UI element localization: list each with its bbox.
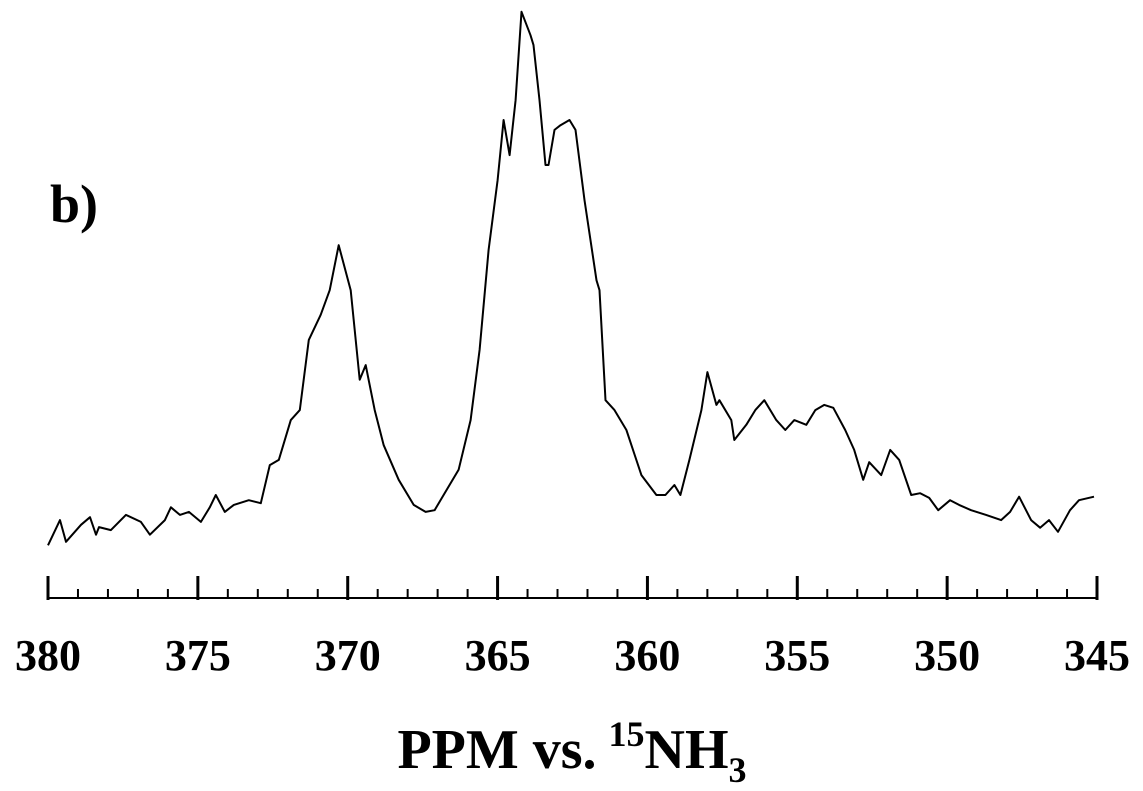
x-axis-label-part: NH bbox=[645, 719, 729, 781]
panel-label: b) bbox=[50, 174, 98, 234]
x-tick-label: 370 bbox=[315, 631, 381, 680]
x-axis-label-part: PPM vs. bbox=[397, 719, 596, 781]
x-tick-label: 345 bbox=[1064, 631, 1130, 680]
x-axis-label-sup: 15 bbox=[609, 714, 645, 754]
x-tick-label: 380 bbox=[15, 631, 81, 680]
spectrum-line bbox=[47, 10, 1095, 546]
x-axis-label-sub: 3 bbox=[729, 750, 747, 786]
x-tick-label: 375 bbox=[165, 631, 231, 680]
x-tick-label: 360 bbox=[614, 631, 680, 680]
x-axis-label: PPM vs. 15NH3 bbox=[397, 714, 746, 786]
x-tick-label: 365 bbox=[465, 631, 531, 680]
x-tick-label: 350 bbox=[914, 631, 980, 680]
x-tick-label: 355 bbox=[764, 631, 830, 680]
